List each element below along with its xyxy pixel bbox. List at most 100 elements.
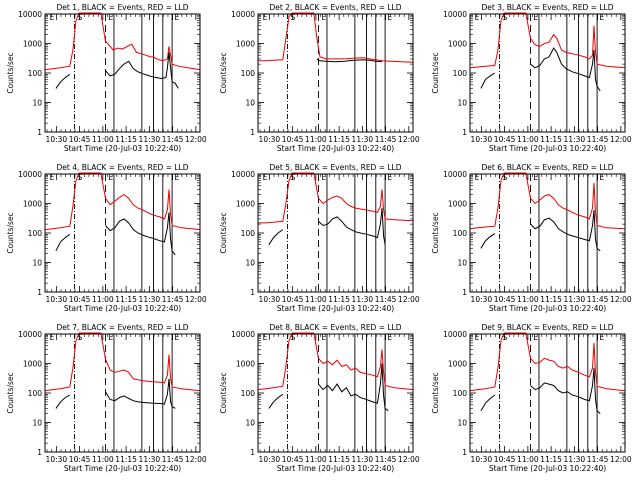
y-tick-label: 100	[28, 69, 43, 78]
events-series-line	[55, 394, 71, 409]
marker-letter: E	[322, 173, 327, 182]
marker-letter: E	[263, 13, 268, 22]
y-tick-label: 1	[250, 128, 255, 137]
x-tick-label: 11:45	[162, 135, 184, 144]
y-tick-label: 10000	[443, 10, 467, 19]
plot-frame	[257, 173, 414, 293]
x-tick-label: 12:00	[398, 295, 420, 304]
x-tick-label: 11:15	[115, 455, 137, 464]
y-tick-label: 1	[250, 288, 255, 297]
x-tick-label: 10:45	[282, 295, 304, 304]
x-tick-label: 11:00	[517, 295, 539, 304]
marker-letter: E	[475, 333, 480, 342]
x-tick-label: 10:45	[494, 295, 516, 304]
y-axis-label: Counts/sec	[219, 372, 228, 413]
x-tick-label: 11:30	[139, 455, 161, 464]
events-series-line	[480, 233, 496, 249]
x-tick-label: 11:45	[162, 295, 184, 304]
x-tick-label: 12:00	[398, 135, 420, 144]
lld-series-line	[469, 172, 626, 230]
x-tick-label: 10:30	[46, 455, 68, 464]
x-tick-label: 11:45	[587, 135, 609, 144]
detector-panel: Det 4, BLACK = Events, RED = LLD 1 10 100 10…	[6, 163, 207, 313]
marker-letter: S	[291, 173, 296, 182]
x-tick-label: 11:15	[328, 135, 350, 144]
y-tick-label: 100	[453, 229, 468, 238]
marker-letter: S	[503, 13, 508, 22]
panel-title: Det 2, BLACK = Events, RED = LLD	[269, 3, 401, 12]
x-tick-label: 10:45	[282, 455, 304, 464]
marker-letter: E	[475, 13, 480, 22]
x-axis-label: Start Time (20-Jul-03 10:22:40)	[277, 304, 394, 313]
marker-letter: E	[534, 333, 539, 342]
y-tick-label: 100	[241, 389, 256, 398]
events-series-line	[105, 378, 176, 409]
plot-frame	[469, 333, 626, 453]
y-tick-label: 10	[457, 419, 467, 428]
y-axis-label: Counts/sec	[6, 372, 15, 413]
marker-letter: E	[387, 173, 392, 182]
detector-panel: Det 3, BLACK = Events, RED = LLD 1 10 100 10…	[431, 3, 632, 153]
x-tick-label: 11:45	[375, 135, 397, 144]
marker-letter: E	[599, 173, 604, 182]
y-tick-label: 100	[241, 69, 256, 78]
x-tick-label: 11:15	[115, 135, 137, 144]
events-series-line	[318, 363, 389, 412]
x-tick-label: 12:00	[610, 295, 632, 304]
marker-letter: S	[78, 13, 83, 22]
x-tick-label: 11:15	[540, 455, 562, 464]
x-axis-label: Start Time (20-Jul-03 10:22:40)	[277, 144, 394, 153]
x-tick-label: 11:30	[352, 295, 374, 304]
panel-title: Det 6, BLACK = Events, RED = LLD	[481, 163, 613, 172]
y-axis-label: Counts/sec	[6, 212, 15, 253]
panel-title: Det 9, BLACK = Events, RED = LLD	[481, 323, 613, 332]
y-tick-label: 10	[245, 419, 255, 428]
marker-letter: E	[322, 333, 327, 342]
y-tick-label: 100	[241, 229, 256, 238]
y-tick-label: 1	[37, 288, 42, 297]
y-tick-label: 1	[462, 448, 467, 457]
y-tick-label: 1000	[23, 40, 42, 49]
x-tick-label: 11:30	[352, 135, 374, 144]
marker-letter: E	[50, 13, 55, 22]
y-tick-label: 1	[462, 288, 467, 297]
lld-series-line	[469, 332, 626, 392]
x-axis-label: Start Time (20-Jul-03 10:22:40)	[489, 304, 606, 313]
detector-panel: Det 2, BLACK = Events, RED = LLD 1 10 100 10…	[219, 3, 420, 153]
events-series-line	[318, 208, 386, 245]
x-axis-label: Start Time (20-Jul-03 10:22:40)	[64, 304, 181, 313]
x-tick-label: 11:00	[305, 135, 327, 144]
x-tick-label: 11:15	[115, 295, 137, 304]
x-tick-label: 11:30	[564, 135, 586, 144]
y-tick-label: 1000	[448, 200, 467, 209]
lld-series-line	[44, 332, 201, 392]
marker-letter: S	[78, 173, 83, 182]
marker-letter: S	[503, 173, 508, 182]
x-tick-label: 10:30	[259, 295, 281, 304]
lld-series-line	[258, 172, 414, 224]
y-tick-label: 1000	[23, 200, 42, 209]
y-axis-label: Counts/sec	[431, 372, 440, 413]
y-tick-label: 1	[37, 128, 42, 137]
detector-panel: Det 7, BLACK = Events, RED = LLD 1 10 100 10…	[6, 323, 207, 473]
plot-frame	[257, 13, 414, 133]
x-tick-label: 10:30	[259, 455, 281, 464]
x-tick-label: 11:00	[517, 455, 539, 464]
x-tick-label: 10:45	[494, 135, 516, 144]
y-tick-label: 10	[32, 419, 42, 428]
events-series-line	[268, 393, 284, 409]
marker-letter: E	[599, 13, 604, 22]
y-tick-label: 100	[453, 389, 468, 398]
y-tick-label: 1000	[236, 200, 255, 209]
events-series-line	[105, 52, 179, 89]
y-axis-label: Counts/sec	[219, 212, 228, 253]
x-tick-label: 11:30	[564, 455, 586, 464]
events-series-line	[316, 58, 383, 63]
y-tick-label: 10000	[443, 330, 467, 339]
x-tick-label: 10:45	[282, 135, 304, 144]
x-axis-label: Start Time (20-Jul-03 10:22:40)	[489, 144, 606, 153]
plot-frame	[469, 173, 626, 293]
x-tick-label: 10:45	[494, 455, 516, 464]
y-tick-label: 100	[28, 229, 43, 238]
y-tick-label: 10	[32, 99, 42, 108]
